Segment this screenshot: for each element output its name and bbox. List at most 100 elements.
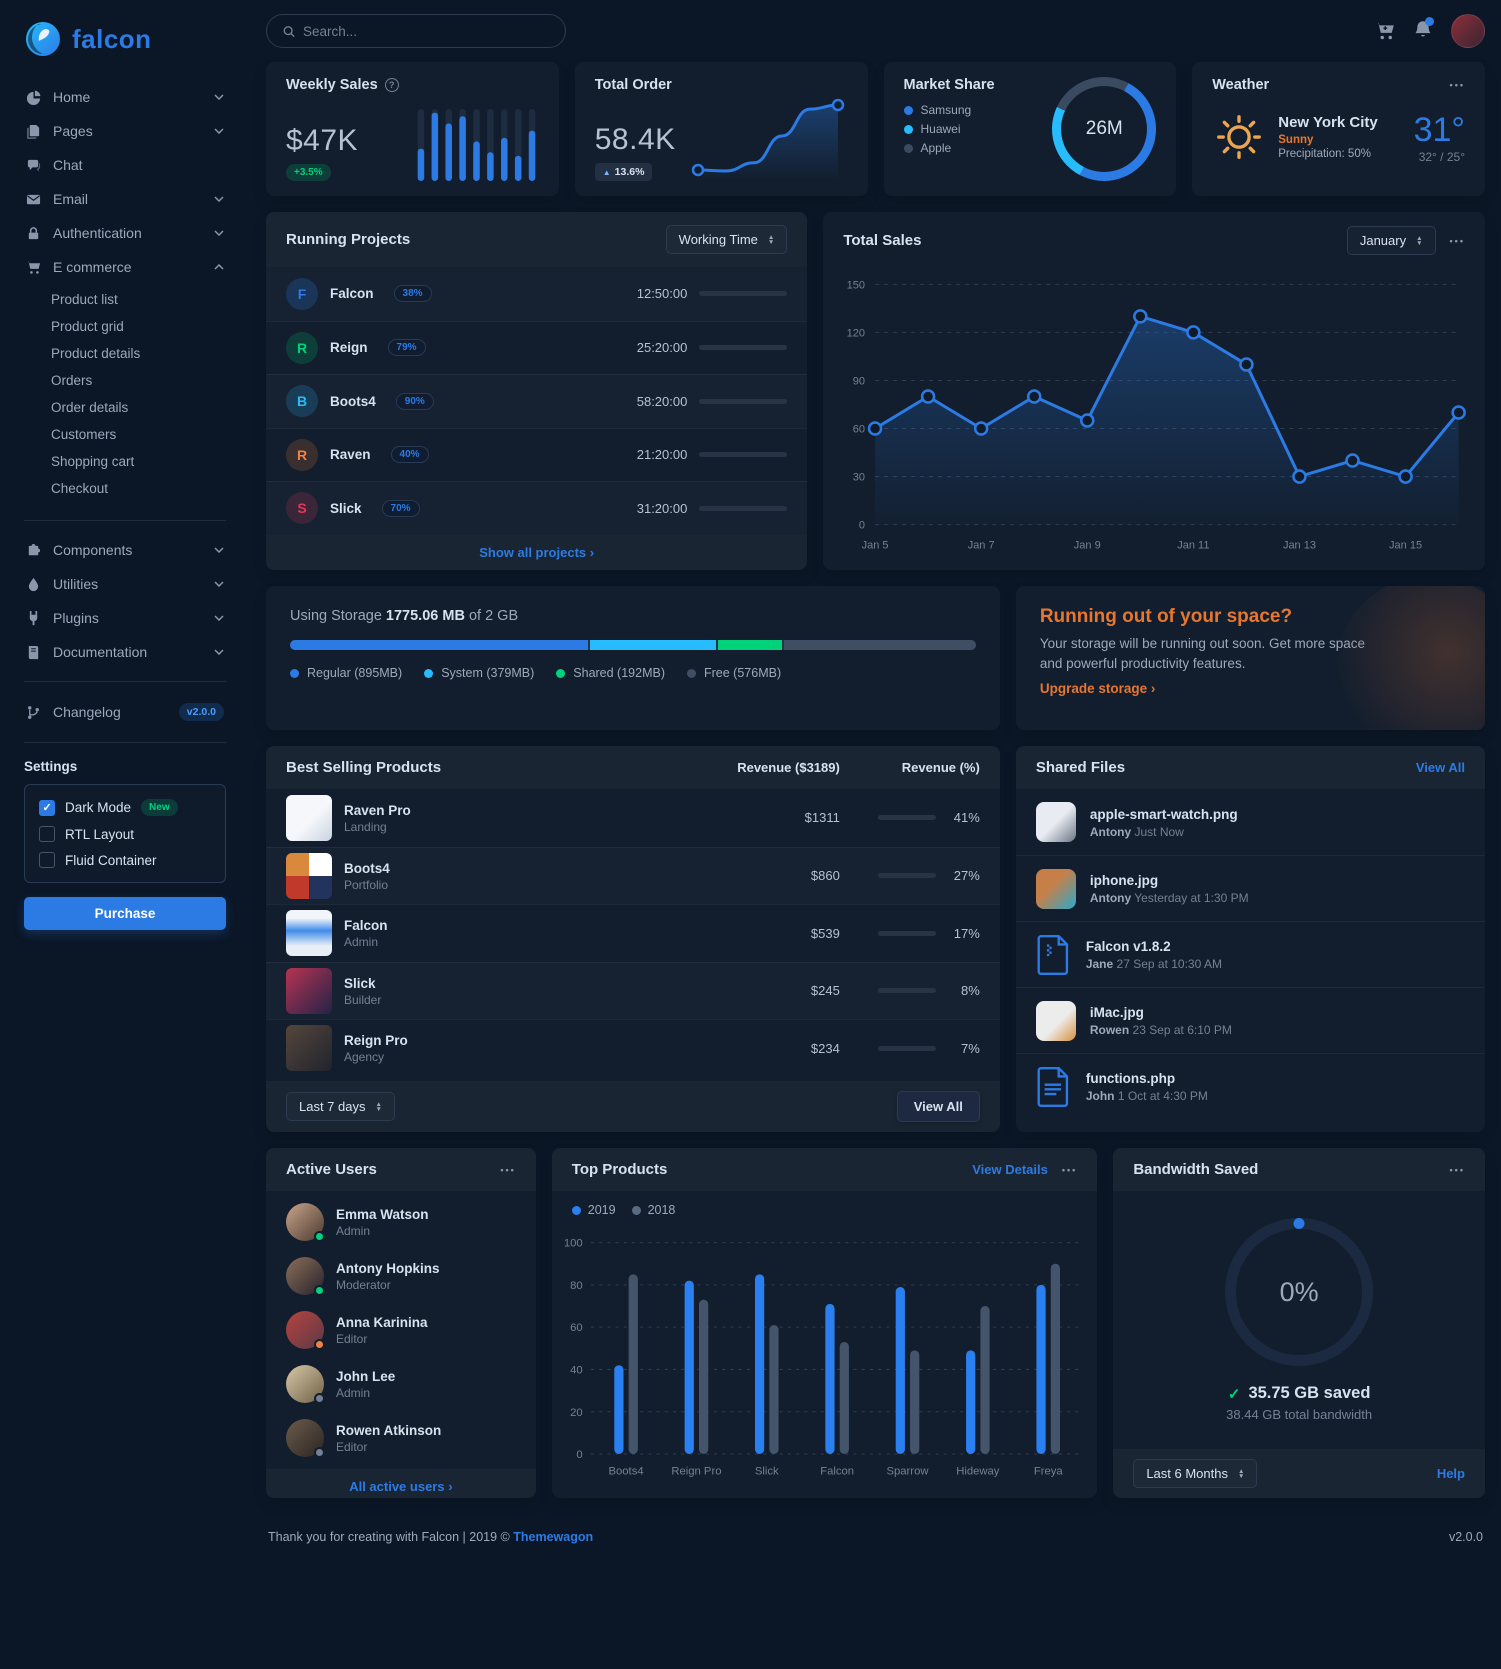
product-revenue: $860	[810, 868, 840, 884]
view-all-button[interactable]: View All	[896, 1091, 980, 1122]
user-avatar	[286, 1203, 325, 1242]
chevron-down-icon	[214, 94, 224, 100]
sidebar-item-home[interactable]: Home	[24, 80, 226, 114]
themewagon-link[interactable]: Themewagon	[513, 1530, 594, 1544]
ellipsis-icon[interactable]: •••	[1449, 80, 1465, 90]
svg-text:Jan 9: Jan 9	[1074, 540, 1101, 552]
sidebar-item-orders[interactable]: Orders	[51, 373, 93, 388]
sidebar-item-changelog[interactable]: Changelog v2.0.0	[24, 694, 226, 730]
falcon-logo[interactable]: falcon	[24, 14, 226, 80]
view-all-link[interactable]: View All	[1415, 760, 1465, 775]
topbar-icons	[1375, 14, 1485, 48]
ellipsis-icon[interactable]: •••	[500, 1164, 516, 1175]
user-avatar	[286, 1365, 325, 1404]
notifications-bell[interactable]	[1413, 16, 1434, 43]
project-avatar: R	[286, 331, 318, 364]
bandwidth-percent: 0%	[1279, 1276, 1319, 1307]
dark-mode-checkbox[interactable]	[39, 799, 55, 816]
sidebar-item-product-grid[interactable]: Product grid	[51, 319, 124, 334]
search-box[interactable]	[266, 14, 566, 48]
notification-badge	[1425, 16, 1434, 26]
market-share-donut-chart: 26M	[1052, 77, 1157, 181]
ellipsis-icon[interactable]: •••	[1061, 1164, 1078, 1175]
fluid-container-checkbox[interactable]	[39, 852, 55, 868]
bandwidth-saved-value: 35.75 GB saved	[1248, 1384, 1371, 1402]
book-icon	[28, 645, 39, 659]
total-order-card: Total Order 58.4K ▲ 13.6%	[574, 62, 868, 196]
footer-version: v2.0.0	[1448, 1530, 1483, 1544]
product-thumbnail	[286, 794, 332, 841]
space-warning-title: Running out of your space?	[1039, 606, 1293, 627]
working-time-select[interactable]: Working Time ▲ ▼	[665, 225, 788, 254]
project-row: R Raven 40% 21:20:00	[266, 427, 808, 482]
search-input[interactable]	[303, 23, 549, 39]
sidebar-item-pages[interactable]: Pages	[24, 114, 226, 148]
sidebar-item-ecommerce[interactable]: E commerce	[24, 250, 226, 284]
chevron-right-icon: ›	[448, 1479, 453, 1494]
project-percent-badge: 38%	[393, 285, 432, 303]
sidebar-divider	[24, 681, 226, 682]
bandwidth-total: 38.44 GB total bandwidth	[1226, 1407, 1373, 1422]
project-avatar: R	[286, 438, 318, 471]
all-active-users-link[interactable]: All active users ›	[349, 1479, 453, 1494]
weather-condition: Sunny	[1278, 134, 1314, 146]
date-range-select[interactable]: Last 7 days ▲ ▼	[286, 1092, 395, 1121]
plug-icon	[29, 610, 38, 625]
product-revenue: $539	[810, 925, 840, 941]
revenue-progress	[877, 815, 936, 821]
product-revenue: $245	[810, 983, 840, 999]
sidebar-item-product-list[interactable]: Product list	[51, 292, 118, 307]
falcon-logo-icon	[26, 22, 60, 56]
product-thumbnail	[286, 852, 332, 899]
show-all-projects-link[interactable]: Show all projects ›	[479, 545, 595, 560]
sidebar-item-email[interactable]: Email	[24, 182, 226, 216]
decorative-shape	[1334, 586, 1485, 730]
sidebar-item-shopping-cart[interactable]: Shopping cart	[51, 454, 135, 469]
sidebar-item-product-details[interactable]: Product details	[51, 346, 141, 361]
sidebar-item-components[interactable]: Components	[24, 533, 226, 567]
running-projects-card: Running Projects Working Time ▲ ▼ F Falco…	[266, 212, 808, 570]
sidebar-item-documentation[interactable]: Documentation	[24, 635, 226, 669]
chart-pie-icon	[26, 89, 41, 105]
sidebar-item-utilities[interactable]: Utilities	[24, 567, 226, 601]
question-circle-icon[interactable]: ?	[384, 78, 399, 92]
ellipsis-icon[interactable]: •••	[1449, 1164, 1465, 1175]
user-avatar	[286, 1419, 325, 1458]
svg-text:Boots4: Boots4	[608, 1465, 643, 1477]
month-select[interactable]: January ▲ ▼	[1346, 226, 1436, 255]
sidebar-item-checkout[interactable]: Checkout	[51, 481, 109, 496]
svg-text:Hideway: Hideway	[956, 1465, 1000, 1477]
help-link[interactable]: Help	[1436, 1466, 1465, 1481]
shared-files-list: apple-smart-watch.png Antony Just Now ip…	[1015, 789, 1485, 1132]
sidebar-item-plugins[interactable]: Plugins	[24, 601, 226, 635]
check-icon: ✓	[1227, 1385, 1241, 1403]
caret-up-icon: ▲	[602, 167, 611, 177]
product-row: Slick Builder $245 8%	[266, 961, 1000, 1020]
rtl-layout-option: RTL Layout	[39, 826, 211, 842]
sidebar-item-chat[interactable]: Chat	[24, 148, 226, 182]
total-order-title: Total Order	[594, 77, 672, 93]
sidebar-divider	[24, 742, 226, 743]
ellipsis-icon[interactable]: •••	[1449, 235, 1465, 246]
view-details-link[interactable]: View Details	[972, 1162, 1048, 1177]
main-content: Weekly Sales ? $47K +3.5% Total Order 58…	[250, 0, 1501, 1669]
storage-segment-free	[784, 640, 976, 650]
project-row: B Boots4 90% 58:20:00	[266, 374, 808, 428]
upgrade-storage-link[interactable]: Upgrade storage ›	[1039, 681, 1156, 697]
user-avatar[interactable]	[1451, 14, 1485, 48]
svg-text:Jan 5: Jan 5	[862, 540, 889, 552]
php-file-icon	[1037, 1066, 1068, 1107]
rtl-layout-checkbox[interactable]	[39, 826, 55, 842]
project-avatar: S	[286, 492, 318, 525]
sidebar-item-authentication[interactable]: Authentication	[24, 216, 226, 250]
sidebar-item-order-details[interactable]: Order details	[51, 400, 129, 415]
weekly-sales-value: $47K	[286, 124, 359, 157]
sidebar-item-customers[interactable]: Customers	[51, 427, 117, 442]
project-progress	[699, 398, 788, 404]
cart-icon[interactable]	[1375, 21, 1395, 41]
project-row: F Falcon 38% 12:50:00	[266, 267, 807, 321]
months-select[interactable]: Last 6 Months ▲ ▼	[1133, 1459, 1258, 1488]
chevron-right-icon: ›	[589, 545, 595, 560]
purchase-button[interactable]: Purchase	[24, 897, 226, 930]
topbar	[266, 0, 1485, 62]
